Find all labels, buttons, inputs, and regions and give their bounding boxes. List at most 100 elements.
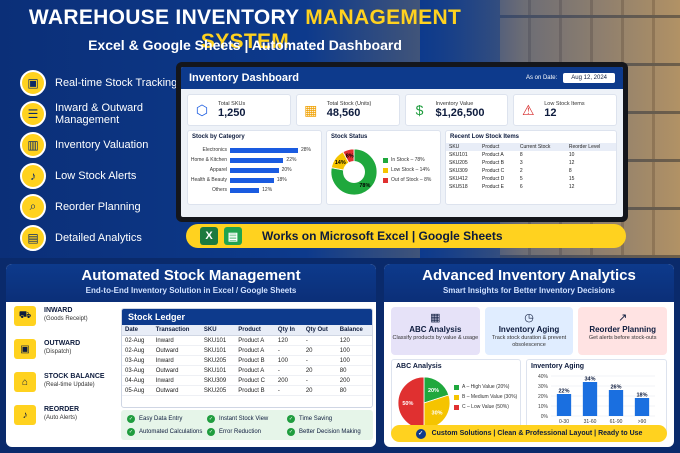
column-header: SKU xyxy=(446,143,479,151)
slice-label: 78% xyxy=(359,183,370,189)
compatibility-bar: X ▤ Works on Microsoft Excel | Google Sh… xyxy=(186,224,626,248)
stock-status-donut: 78% 14%8% xyxy=(330,148,378,196)
flow-step-title: REORDER xyxy=(44,406,80,413)
panel-title: Recent Low Stock Items xyxy=(450,134,520,140)
kpi-label: Low Stock Items xyxy=(544,101,585,107)
table-row: SKU412 Product D 5 15 xyxy=(446,175,616,183)
slice-label: 30% xyxy=(432,410,443,416)
slice-label: 8% xyxy=(346,154,354,160)
category-bar xyxy=(230,187,260,193)
kpi-value: 12 xyxy=(544,107,557,119)
boxes-icon: ▦ xyxy=(304,101,318,118)
feature-label: Inventory Valuation xyxy=(55,138,149,151)
column-header: Product xyxy=(479,143,517,151)
section-title: Automated Stock Management xyxy=(81,267,301,284)
category-bar xyxy=(230,147,298,153)
kpi-card: $ Inventory Value $1,26,500 xyxy=(404,94,509,126)
table-row: 05-Aug Outward SKU205 Product B -20 80 xyxy=(122,385,372,396)
table-cell: Product A xyxy=(235,365,275,376)
low-stock-panel: Recent Low Stock Items SKU Product Current… xyxy=(445,130,617,205)
table-cell: Outward xyxy=(152,385,201,396)
flow-step: ♪ REORDER (Auto Alerts) xyxy=(14,405,114,438)
panel-title: Inventory Aging xyxy=(531,363,585,370)
table-cell: - xyxy=(274,385,303,396)
table-cell: 20 xyxy=(302,365,337,376)
feature-item: ▣ Real-time Stock Tracking xyxy=(20,68,180,97)
category-row: Others 12% xyxy=(188,185,321,195)
legend-label: In Stock – 78% xyxy=(391,157,425,163)
benefit-checklist: ✓ Easy Data Entry ✓ Instant Stock View ✓ Time… xyxy=(121,410,373,440)
flow-step-sub: (Real-time Update) xyxy=(44,382,95,388)
aging-bar xyxy=(556,394,572,416)
flow-step: ⌂ STOCK BALANCE (Real-time Update) xyxy=(14,372,114,405)
legend-label: B – Medium Value (30%) xyxy=(462,394,518,400)
table-cell: - xyxy=(302,335,337,346)
compatibility-text: Works on Microsoft Excel | Google Sheets xyxy=(262,229,503,243)
table-cell: SKU101 xyxy=(200,345,236,356)
panel-title: ABC Analysis xyxy=(396,363,442,370)
table-cell: 80 xyxy=(336,385,372,396)
table-cell: Inward xyxy=(152,355,201,366)
category-pct: 22% xyxy=(286,157,297,163)
table-cell: SKU101 xyxy=(449,152,468,158)
category-name: Apparel xyxy=(209,167,227,173)
column-header: Qty Out xyxy=(302,325,337,336)
legend-item: A – High Value (20%) xyxy=(454,384,517,390)
check-icon: ✓ xyxy=(127,414,135,423)
data-label: 18% xyxy=(636,393,647,399)
column-header: Reorder Level xyxy=(565,143,616,151)
check-icon: ✓ xyxy=(287,414,295,423)
donut-hole xyxy=(343,161,365,183)
date-field[interactable]: Aug 12, 2024 xyxy=(563,73,615,83)
table-cell: Product A xyxy=(235,345,275,356)
table-cell: 20 xyxy=(302,385,337,396)
table-cell: 8 xyxy=(519,152,523,158)
stock-flow: ⛟ INWARD (Goods Receipt) ▣ OUTWARD (Dispatch)… xyxy=(14,306,114,438)
warehouse-icon: ⌂ xyxy=(14,372,36,392)
table-cell: Outward xyxy=(152,365,201,376)
column-header: Date xyxy=(122,325,153,336)
table-cell: 6 xyxy=(519,184,523,190)
table-cell: 12 xyxy=(568,160,575,166)
page-subtitle: Excel & Google Sheets | Automated Dashbo… xyxy=(88,37,402,53)
aging-bar xyxy=(608,390,624,416)
table-cell: SKU101 xyxy=(200,365,236,376)
bell-icon: ♪ xyxy=(20,162,46,189)
table-cell: Product B xyxy=(482,160,504,166)
feature-label: Reorder Planning xyxy=(55,200,141,213)
table-cell: 02-Aug xyxy=(122,335,153,346)
table-cell: 04-Aug xyxy=(122,375,153,386)
legend-swatch xyxy=(383,157,388,163)
table-row: 02-Aug Inward SKU101 Product A 120-120 xyxy=(122,335,372,346)
warning-icon: ⚠ xyxy=(521,101,535,118)
benefit-item: ✓ Error Reduction xyxy=(207,426,287,437)
table-cell: Product A xyxy=(482,152,504,158)
table-row: SKU101 Product A 8 10 xyxy=(446,151,616,159)
dashboard-monitor: Inventory Dashboard As on Date: Aug 12, … xyxy=(176,62,628,222)
legend-swatch xyxy=(383,177,388,183)
kpi-card: ▦ Total Stock (Units) 48,560 xyxy=(295,94,400,126)
legend-item: Out of Stock – 8% xyxy=(383,177,431,183)
analytics-card-desc: Get alerts before stock-outs xyxy=(588,335,657,341)
table-cell: Product D xyxy=(482,176,505,182)
table-cell: - xyxy=(302,355,337,366)
category-row: Health & Beauty 18% xyxy=(188,175,321,185)
legend-item: Low Stock – 14% xyxy=(383,167,431,173)
flow-step: ⛟ INWARD (Goods Receipt) xyxy=(14,306,114,339)
feature-label: Real-time Stock Tracking xyxy=(55,76,178,89)
legend-label: Out of Stock – 8% xyxy=(391,177,432,183)
aging-bar xyxy=(582,382,598,416)
table-row: 03-Aug Inward SKU205 Product B 100-100 xyxy=(122,355,372,366)
kpi-card: ⚠ Low Stock Items 12 xyxy=(513,94,617,126)
flow-step-sub: (Dispatch) xyxy=(44,349,72,355)
benefit-item: ✓ Better Decision Making xyxy=(287,426,367,437)
table-cell: Inward xyxy=(152,375,201,386)
column-header: Balance xyxy=(336,325,372,336)
feature-item: ▤ Detailed Analytics xyxy=(20,223,180,252)
kpi-card: ⬡ Total SKUs 1,250 xyxy=(187,94,291,126)
table-cell: 100 xyxy=(274,355,303,366)
check-icon: ✓ xyxy=(127,427,135,436)
legend-item: In Stock – 78% xyxy=(383,157,431,163)
column-header: Product xyxy=(235,325,275,336)
table-row: 04-Aug Inward SKU309 Product C 200-200 xyxy=(122,375,372,386)
